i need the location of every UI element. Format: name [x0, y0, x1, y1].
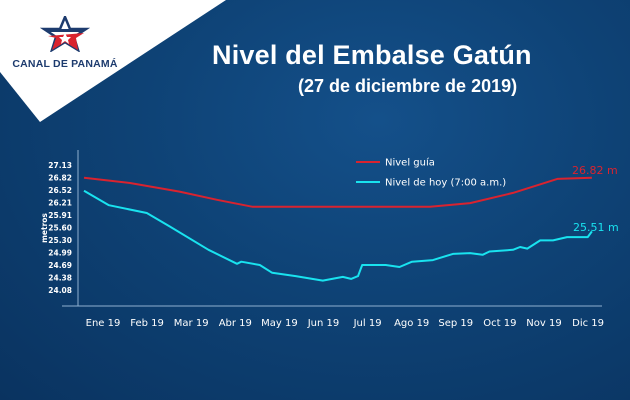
y-tick-label: 24.99 [48, 249, 72, 258]
x-tick-label: Feb 19 [130, 318, 164, 329]
y-axis-label: metros [40, 213, 49, 243]
axes: metros [40, 150, 602, 307]
x-tick-label: Oct 19 [483, 318, 516, 329]
x-tick-label: Mar 19 [174, 318, 209, 329]
legend-label-guide: Nivel guía [385, 157, 435, 169]
page-title: Nivel del Embalse Gatún [212, 40, 532, 70]
y-tick-label: 24.69 [48, 261, 72, 270]
y-tick-label: 26.21 [48, 199, 72, 208]
x-tick-label: Jun 19 [307, 318, 340, 329]
today-end-label: 25.51 m [573, 221, 619, 234]
y-tick-label: 27.13 [48, 161, 72, 170]
x-tick-label: Sep 19 [438, 318, 473, 329]
legend: Nivel guía Nivel de hoy (7:00 a.m.) [356, 157, 506, 189]
logo-text: CANAL DE PANAMÁ [12, 58, 118, 70]
guide-end-label: 26.82 m [572, 164, 618, 177]
y-tick-label: 24.08 [48, 286, 72, 295]
page-subtitle: (27 de diciembre de 2019) [298, 76, 518, 96]
legend-label-today: Nivel de hoy (7:00 a.m.) [385, 178, 506, 189]
y-tick-label: 24.38 [48, 274, 72, 283]
x-tick-label: May 19 [261, 318, 298, 329]
star-logo-icon [39, 13, 91, 53]
canal-de-panama-logo: CANAL DE PANAMÁ [10, 13, 120, 70]
x-tick-label: Ene 19 [86, 318, 121, 329]
y-tick-label: 25.60 [48, 224, 72, 233]
y-tick-label: 26.52 [48, 186, 72, 195]
y-tick-label: 25.30 [48, 236, 72, 245]
y-tick-label: 26.82 [48, 174, 72, 183]
x-tick-label: Abr 19 [219, 318, 252, 329]
x-tick-label: Jul 19 [353, 318, 382, 329]
y-tick-label: 25.91 [48, 211, 72, 220]
series-line-today-level [83, 189, 593, 282]
x-tick-label: Nov 19 [526, 318, 561, 329]
x-tick-label: Ago 19 [394, 318, 429, 329]
series-line-guide-level [83, 176, 592, 208]
x-tick-label: Dic 19 [572, 318, 604, 329]
